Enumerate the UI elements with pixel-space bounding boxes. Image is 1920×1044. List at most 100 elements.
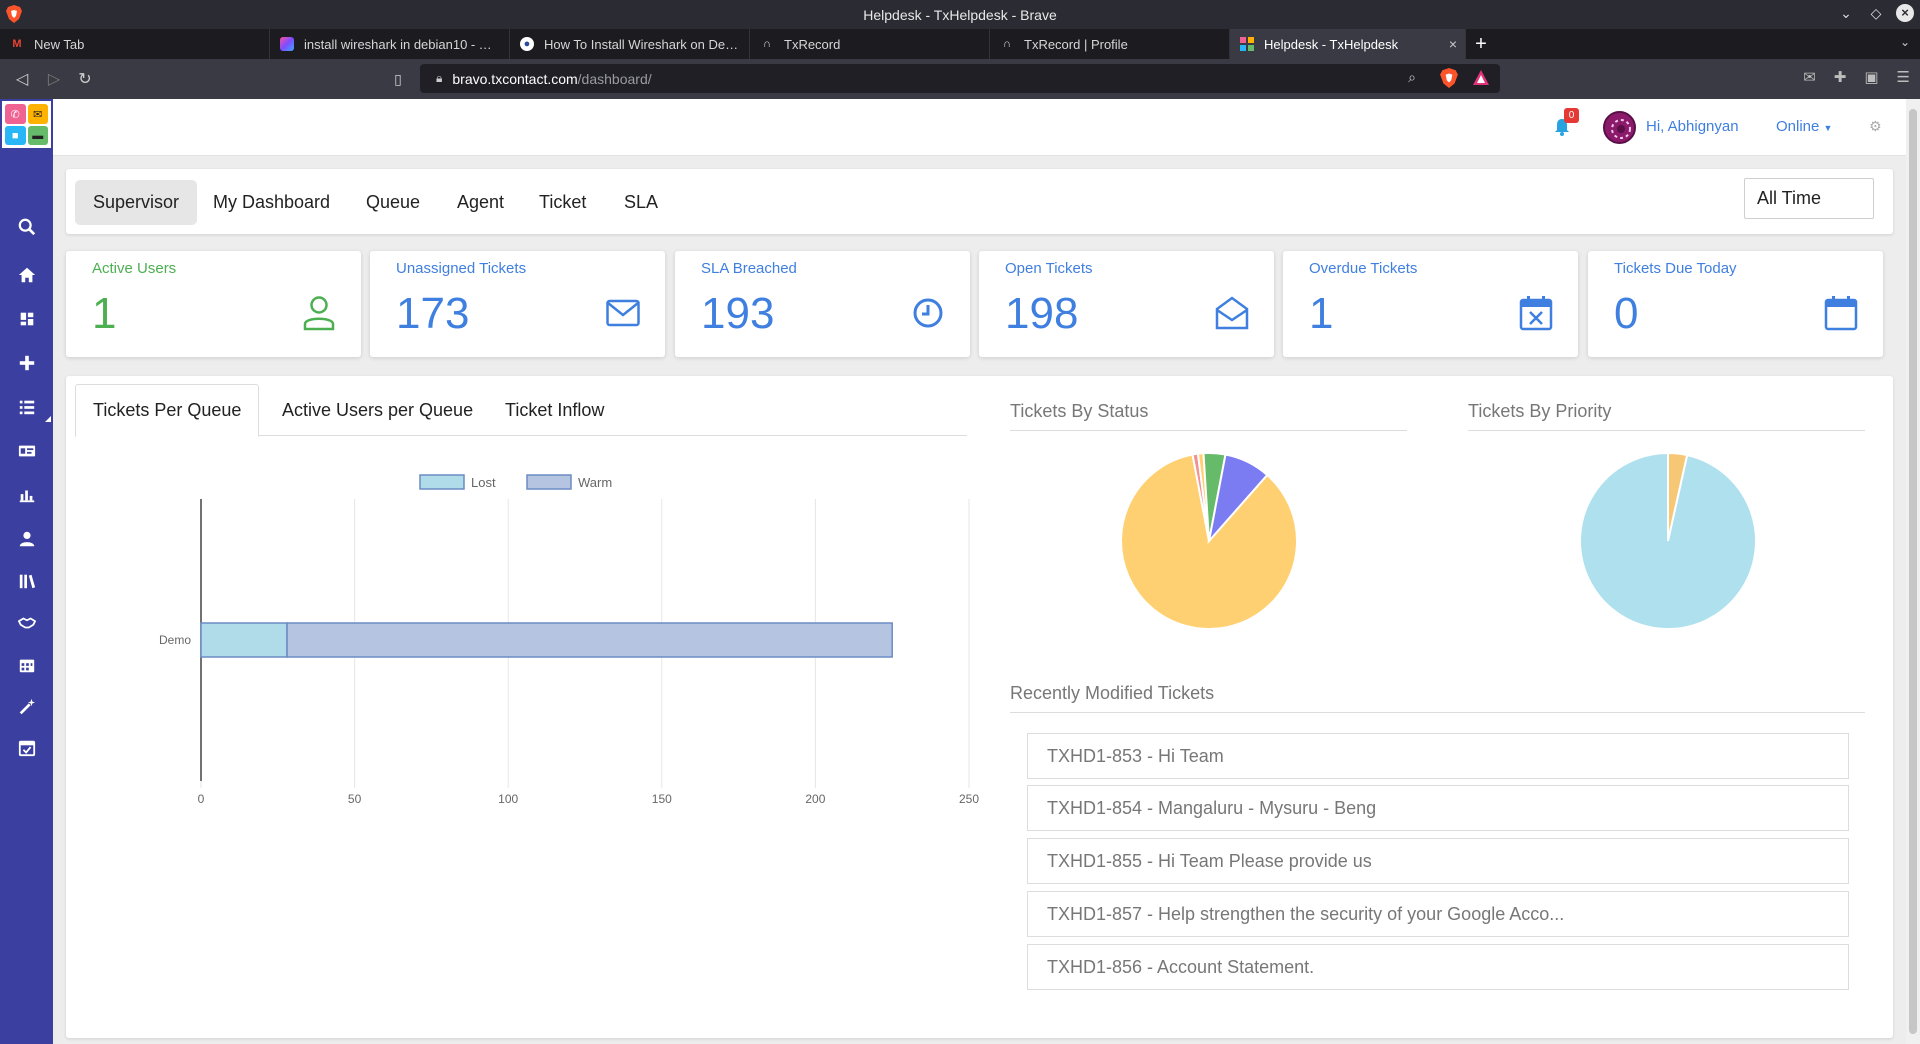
chart-tabs: Tickets Per Queue Active Users per Queue… (75, 384, 967, 437)
stat-value: 193 (701, 289, 775, 338)
magic-wand-icon[interactable] (0, 692, 53, 722)
tab-queue[interactable]: Queue (366, 192, 421, 212)
calendar-icon[interactable] (0, 650, 53, 680)
tab-sla[interactable]: SLA (624, 192, 659, 212)
tab-list-chevron-icon[interactable]: ⌄ (1899, 35, 1910, 49)
pie-slice (1207, 453, 1269, 545)
stat-card-unassigned-tickets[interactable]: Unassigned Tickets 173 (370, 251, 665, 357)
url-path: /dashboard/ (577, 70, 652, 87)
tab-title: TxRecord | Profile (1024, 36, 1128, 52)
tickets-by-status-chart (1120, 452, 1298, 630)
reload-icon[interactable]: ↻ (78, 71, 92, 88)
list-icon[interactable] (0, 392, 53, 422)
contact-card-icon[interactable] (0, 436, 53, 466)
divider (1010, 430, 1407, 431)
library-icon[interactable] (0, 566, 53, 596)
time-filter-select[interactable]: All Time (1744, 178, 1874, 219)
window-titlebar: Helpdesk - TxHelpdesk - Brave ⌄ ◇ × (0, 0, 1920, 29)
recent-ticket-item[interactable]: TXHD1-857 - Help strengthen the security… (1027, 891, 1849, 937)
app-icon (280, 37, 294, 51)
browser-tab[interactable]: ∩ TxRecord (750, 29, 990, 59)
extensions-icon[interactable]: ✚ (1833, 69, 1847, 86)
tab-ticket-inflow[interactable]: Ticket Inflow (505, 399, 605, 420)
stat-card-tickets-due-today[interactable]: Tickets Due Today 0 (1588, 251, 1883, 357)
status-dropdown[interactable]: Online ▼ (1776, 118, 1832, 135)
stat-card-overdue-tickets[interactable]: Overdue Tickets 1 (1283, 251, 1578, 357)
reports-chart-icon[interactable] (0, 480, 53, 510)
open-envelope-icon (1215, 296, 1249, 330)
brave-logo-icon (6, 5, 22, 23)
txhelpdesk-logo[interactable]: ✆ ✉ ■ ▬ (2, 101, 51, 148)
mail-icon[interactable]: ✉ (1803, 69, 1816, 86)
recent-ticket-item[interactable]: TXHD1-853 - Hi Team (1027, 733, 1849, 779)
tab-tickets-per-queue[interactable]: Tickets Per Queue (75, 384, 260, 437)
brave-shields-icon[interactable] (1440, 68, 1458, 88)
back-icon[interactable]: ◁ (15, 71, 29, 88)
stat-label: Active Users (92, 260, 177, 277)
zoom-icon[interactable]: ⌕ (1408, 69, 1416, 85)
tab-active-users-per-queue[interactable]: Active Users per Queue (282, 399, 474, 420)
wallet-icon[interactable]: ▣ (1864, 69, 1879, 86)
status-label: Online (1776, 118, 1820, 135)
notification-count-badge: 0 (1564, 108, 1579, 123)
close-window-icon[interactable]: × (1896, 4, 1914, 22)
tab-title: Helpdesk - TxHelpdesk (1264, 36, 1399, 52)
browser-tab[interactable]: ∩ TxRecord | Profile (990, 29, 1230, 59)
page-scrollbar[interactable] (1906, 99, 1920, 1044)
stat-card-active-users[interactable]: Active Users 1 (66, 251, 361, 357)
stat-label: Unassigned Tickets (396, 260, 527, 277)
avatar[interactable] (1603, 111, 1636, 144)
minimize-icon[interactable]: ⌄ (1840, 4, 1852, 21)
add-icon[interactable] (0, 348, 53, 378)
new-tab-button[interactable]: + (1475, 32, 1487, 55)
bookmark-icon[interactable]: ▯ (394, 70, 402, 87)
recent-ticket-item[interactable]: TXHD1-856 - Account Statement. (1027, 944, 1849, 990)
user-icon[interactable] (0, 524, 53, 554)
headset-icon: ∩ (763, 38, 771, 50)
stat-value: 1 (92, 289, 117, 338)
stat-label: SLA Breached (701, 260, 797, 277)
recent-ticket-item[interactable]: TXHD1-854 - Mangaluru - Mysuru - Beng (1027, 785, 1849, 831)
recent-ticket-item[interactable]: TXHD1-855 - Hi Team Please provide us (1027, 838, 1849, 884)
home-icon[interactable] (0, 260, 53, 290)
tab-title: New Tab (34, 36, 85, 52)
browser-tab[interactable]: ● How To Install Wireshark on Debia (510, 29, 750, 59)
stat-card-sla-breached[interactable]: SLA Breached 193 (675, 251, 970, 357)
stat-value: 1 (1309, 289, 1334, 338)
settings-icon[interactable]: ⚙ (1869, 118, 1882, 134)
calendar-x-icon (1519, 296, 1553, 331)
tab-agent[interactable]: Agent (457, 192, 505, 212)
x-tick-label: 200 (805, 792, 825, 806)
browser-tab[interactable]: M New Tab (0, 29, 270, 59)
handshake-icon[interactable] (0, 608, 53, 638)
forward-icon[interactable]: ▷ (47, 71, 61, 88)
dashboard-icon[interactable] (0, 304, 53, 334)
x-tick-label: 50 (348, 792, 362, 806)
user-greeting[interactable]: Hi, Abhignyan (1646, 118, 1739, 135)
brave-rewards-icon[interactable] (1472, 69, 1490, 87)
tickets-per-queue-chart: Lost Warm 0 50 100 150 200 250 Demo (159, 474, 979, 806)
calendar-check-icon[interactable] (0, 733, 53, 763)
headset-icon: ∩ (1003, 38, 1011, 50)
legend-swatch (419, 474, 465, 490)
tab-supervisor[interactable]: Supervisor (75, 180, 198, 225)
tab-my-dashboard[interactable]: My Dashboard (213, 192, 331, 212)
globe-icon: ● (520, 37, 534, 51)
menu-icon[interactable]: ☰ (1896, 69, 1910, 86)
browser-tab-active[interactable]: Helpdesk - TxHelpdesk × (1230, 29, 1466, 59)
stat-card-open-tickets[interactable]: Open Tickets 198 (979, 251, 1274, 357)
tab-ticket[interactable]: Ticket (539, 192, 587, 212)
browser-tab[interactable]: install wireshark in debian10 - You (270, 29, 510, 59)
x-tick-label: 100 (498, 792, 518, 806)
maximize-icon[interactable]: ◇ (1870, 4, 1882, 21)
caret-down-icon: ▼ (1823, 123, 1833, 133)
calendar-icon (1824, 296, 1858, 331)
address-bar[interactable]: 🔒︎ bravo.txcontact.com/dashboard/ ⌕ (420, 64, 1500, 93)
search-icon[interactable] (0, 212, 53, 242)
y-tick-label: Demo (159, 633, 191, 647)
app-sidebar: ✆ ✉ ■ ▬ (0, 99, 53, 1044)
app-topbar: 0 Hi, Abhignyan Online ▼ ⚙ (53, 99, 1906, 156)
x-tick-label: 0 (198, 792, 205, 806)
scrollbar-thumb[interactable] (1909, 109, 1917, 1034)
close-tab-icon[interactable]: × (1448, 36, 1457, 52)
